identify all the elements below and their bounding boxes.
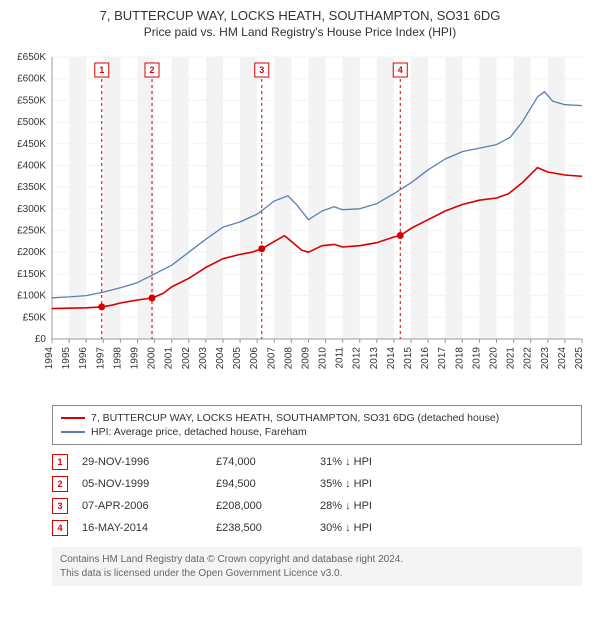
svg-text:2013: 2013	[369, 347, 380, 370]
svg-text:2003: 2003	[198, 347, 209, 370]
tx-pct: 35% ↓ HPI	[320, 478, 430, 490]
tx-price: £74,000	[216, 456, 306, 468]
svg-text:2012: 2012	[352, 347, 363, 370]
svg-text:£350K: £350K	[17, 182, 46, 193]
svg-text:£0: £0	[35, 334, 47, 345]
chart: £0 £50K £100K £150K £200K £250K £300K £350K £400…	[0, 39, 600, 399]
table-row: 3 07-APR-2006 £208,000 28% ↓ HPI	[52, 495, 582, 517]
legend-swatch-hpi	[61, 431, 85, 433]
tx-price: £94,500	[216, 478, 306, 490]
svg-text:£250K: £250K	[17, 226, 46, 237]
svg-text:1998: 1998	[112, 347, 123, 370]
svg-text:1999: 1999	[129, 347, 140, 370]
svg-text:2023: 2023	[540, 347, 551, 370]
legend-item-hpi: HPI: Average price, detached house, Fare…	[61, 426, 573, 438]
svg-text:1995: 1995	[61, 347, 72, 370]
table-row: 4 16-MAY-2014 £238,500 30% ↓ HPI	[52, 517, 582, 539]
svg-text:2025: 2025	[574, 347, 585, 370]
svg-text:2002: 2002	[181, 347, 192, 370]
legend-label-property: 7, BUTTERCUP WAY, LOCKS HEATH, SOUTHAMPT…	[91, 412, 499, 424]
svg-text:2009: 2009	[300, 347, 311, 370]
svg-text:2: 2	[150, 65, 155, 75]
tx-date: 07-APR-2006	[82, 500, 202, 512]
svg-text:£650K: £650K	[17, 52, 46, 63]
svg-text:2011: 2011	[335, 347, 346, 369]
svg-text:2005: 2005	[232, 347, 243, 370]
svg-text:2004: 2004	[215, 347, 226, 370]
tx-price: £238,500	[216, 522, 306, 534]
tx-marker: 1	[52, 454, 68, 470]
svg-text:2024: 2024	[557, 347, 568, 370]
legend: 7, BUTTERCUP WAY, LOCKS HEATH, SOUTHAMPT…	[52, 405, 582, 445]
svg-text:£600K: £600K	[17, 74, 46, 85]
table-row: 2 05-NOV-1999 £94,500 35% ↓ HPI	[52, 473, 582, 495]
footer-line1: Contains HM Land Registry data © Crown c…	[60, 553, 574, 567]
chart-svg: £0 £50K £100K £150K £200K £250K £300K £350K £400…	[0, 39, 600, 399]
svg-text:2021: 2021	[506, 347, 517, 370]
tx-marker: 3	[52, 498, 68, 514]
transaction-table: 1 29-NOV-1996 £74,000 31% ↓ HPI 2 05-NOV…	[52, 451, 582, 539]
chart-container: 7, BUTTERCUP WAY, LOCKS HEATH, SOUTHAMPT…	[0, 0, 600, 586]
svg-text:2015: 2015	[403, 347, 414, 370]
tx-date: 16-MAY-2014	[82, 522, 202, 534]
tx-pct: 30% ↓ HPI	[320, 522, 430, 534]
legend-swatch-property	[61, 417, 85, 419]
svg-text:2001: 2001	[164, 347, 175, 370]
footer-line2: This data is licensed under the Open Gov…	[60, 567, 574, 581]
svg-text:2017: 2017	[437, 347, 448, 370]
tx-date: 05-NOV-1999	[82, 478, 202, 490]
svg-text:2022: 2022	[523, 347, 534, 370]
svg-text:£450K: £450K	[17, 139, 46, 150]
svg-text:2018: 2018	[454, 347, 465, 370]
title-line2: Price paid vs. HM Land Registry's House …	[0, 25, 600, 39]
svg-text:2019: 2019	[471, 347, 482, 370]
svg-text:2016: 2016	[420, 347, 431, 370]
title-line1: 7, BUTTERCUP WAY, LOCKS HEATH, SOUTHAMPT…	[0, 8, 600, 23]
tx-price: £208,000	[216, 500, 306, 512]
svg-text:1997: 1997	[95, 347, 106, 370]
svg-text:2007: 2007	[266, 347, 277, 370]
svg-text:£500K: £500K	[17, 117, 46, 128]
svg-text:1996: 1996	[78, 347, 89, 370]
svg-text:£200K: £200K	[17, 247, 46, 258]
tx-pct: 31% ↓ HPI	[320, 456, 430, 468]
svg-text:£150K: £150K	[17, 269, 46, 280]
svg-text:£50K: £50K	[23, 312, 47, 323]
tx-pct: 28% ↓ HPI	[320, 500, 430, 512]
svg-text:£400K: £400K	[17, 160, 46, 171]
legend-item-property: 7, BUTTERCUP WAY, LOCKS HEATH, SOUTHAMPT…	[61, 412, 573, 424]
svg-text:2000: 2000	[147, 347, 158, 370]
svg-text:1994: 1994	[44, 347, 55, 370]
tx-marker: 4	[52, 520, 68, 536]
tx-marker: 2	[52, 476, 68, 492]
svg-text:£300K: £300K	[17, 204, 46, 215]
svg-text:£550K: £550K	[17, 95, 46, 106]
titles: 7, BUTTERCUP WAY, LOCKS HEATH, SOUTHAMPT…	[0, 0, 600, 39]
svg-text:2014: 2014	[386, 347, 397, 370]
svg-text:2008: 2008	[283, 347, 294, 370]
svg-text:4: 4	[398, 65, 403, 75]
svg-text:2020: 2020	[489, 347, 500, 370]
svg-text:2006: 2006	[249, 347, 260, 370]
svg-text:3: 3	[259, 65, 264, 75]
footer: Contains HM Land Registry data © Crown c…	[52, 547, 582, 586]
tx-date: 29-NOV-1996	[82, 456, 202, 468]
svg-text:2010: 2010	[318, 347, 329, 370]
legend-label-hpi: HPI: Average price, detached house, Fare…	[91, 426, 307, 438]
svg-text:1: 1	[99, 65, 104, 75]
table-row: 1 29-NOV-1996 £74,000 31% ↓ HPI	[52, 451, 582, 473]
svg-text:£100K: £100K	[17, 291, 46, 302]
